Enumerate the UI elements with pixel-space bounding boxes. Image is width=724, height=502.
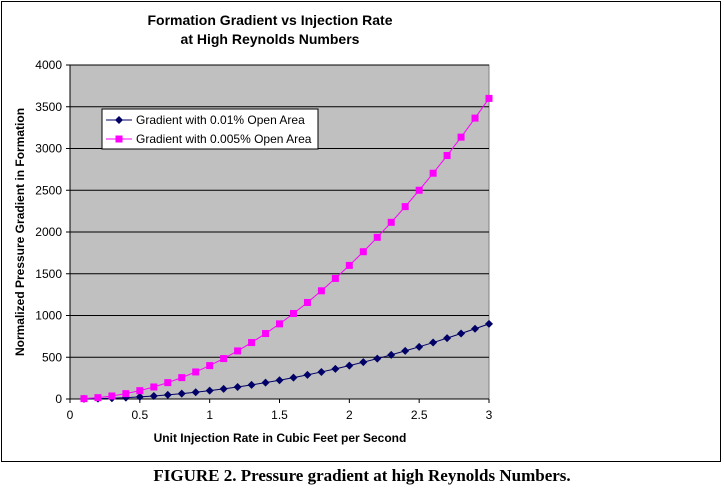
data-point: [471, 324, 480, 333]
data-point: [345, 361, 354, 370]
legend-label-2: Gradient with 0.005% Open Area: [136, 132, 312, 146]
y-tick-label: 0: [55, 392, 62, 406]
legend-label-1: Gradient with 0.01% Open Area: [136, 113, 305, 127]
data-point: [164, 379, 172, 387]
chart: 0 500 1000 1500 2000 2500 3000 3500 4000 0 0.5 1 1.5…: [13, 12, 493, 445]
legend-marker-2: [115, 135, 123, 143]
data-point: [206, 362, 214, 370]
data-point: [94, 394, 102, 402]
data-point: [401, 346, 410, 355]
data-point: [177, 389, 186, 398]
data-point: [359, 358, 368, 367]
data-point: [261, 378, 270, 387]
data-point: [415, 186, 423, 194]
data-point: [136, 387, 144, 395]
data-point: [345, 261, 353, 269]
data-point: [303, 370, 312, 379]
y-axis-label: Normalized Pressure Gradient in Formatio…: [13, 108, 27, 356]
data-point: [429, 338, 438, 347]
data-point: [192, 368, 200, 376]
data-point: [150, 383, 158, 391]
data-point: [387, 218, 395, 226]
data-point: [219, 384, 228, 393]
data-point: [122, 390, 130, 398]
data-point: [289, 309, 297, 317]
data-point: [429, 169, 437, 177]
data-point: [373, 233, 381, 241]
data-point: [248, 339, 256, 347]
data-point: [317, 367, 326, 376]
data-point: [443, 152, 451, 160]
data-point: [387, 350, 396, 359]
data-point: [234, 347, 242, 355]
y-tick-label: 3500: [35, 100, 62, 114]
data-point: [247, 380, 256, 389]
x-axis-label: Unit Injection Rate in Cubic Feet per Se…: [154, 431, 407, 445]
chart-title-line2: at High Reynolds Numbers: [181, 31, 360, 47]
x-tick-label: 2.5: [411, 408, 428, 422]
x-tick-label: 1: [206, 408, 213, 422]
figure-caption: FIGURE 2. Pressure gradient at high Reyn…: [153, 466, 571, 485]
data-point: [457, 133, 465, 141]
data-point: [80, 395, 88, 403]
data-point: [289, 373, 298, 382]
y-tick-label: 3000: [35, 142, 62, 156]
data-point: [135, 392, 144, 401]
data-point: [401, 203, 409, 211]
legend-box: [101, 108, 319, 150]
data-point: [415, 342, 424, 351]
y-tick-label: 1000: [35, 309, 62, 323]
data-point: [359, 248, 367, 256]
data-point: [233, 382, 242, 391]
data-point: [331, 274, 339, 282]
data-point: [205, 386, 214, 395]
data-point: [275, 376, 284, 385]
data-point: [220, 355, 228, 363]
data-point: [108, 392, 116, 400]
y-tick-label: 4000: [35, 58, 62, 72]
y-tick-label: 2000: [35, 225, 62, 239]
x-tick-label: 2: [346, 408, 353, 422]
data-point: [485, 94, 493, 102]
data-point: [276, 320, 283, 328]
chart-frame: [1, 1, 721, 462]
data-point: [457, 329, 466, 338]
data-point: [471, 114, 479, 122]
y-tick-label: 500: [42, 350, 62, 364]
y-tick-label: 2500: [35, 183, 62, 197]
data-point: [163, 390, 172, 399]
y-tick-label: 1500: [35, 267, 62, 281]
data-point: [178, 374, 186, 382]
x-tick-label: 0.5: [131, 408, 148, 422]
chart-title-line1: Formation Gradient vs Injection Rate: [147, 12, 392, 28]
x-tick-label: 0: [67, 408, 74, 422]
data-point: [149, 391, 158, 400]
data-point: [331, 364, 340, 373]
legend-marker-1: [115, 116, 123, 124]
data-point: [485, 319, 493, 328]
data-point: [373, 354, 382, 363]
data-point: [191, 388, 200, 397]
x-tick-label: 1.5: [271, 408, 288, 422]
data-point: [262, 330, 270, 338]
data-point: [443, 334, 452, 343]
x-tick-label: 3: [486, 408, 493, 422]
data-point: [303, 298, 311, 306]
data-point: [317, 287, 325, 295]
